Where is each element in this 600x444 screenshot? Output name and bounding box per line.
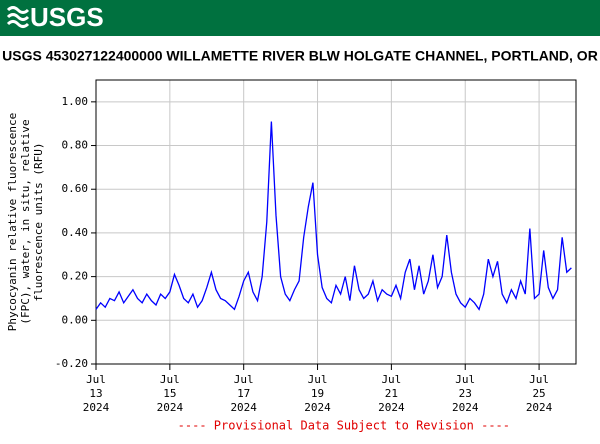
y-axis-label-line: fluorescence units (RFU) bbox=[32, 143, 45, 302]
x-tick-label: Jul bbox=[381, 373, 401, 386]
x-tick-label: 19 bbox=[311, 387, 324, 400]
y-tick-label: 0.80 bbox=[62, 139, 89, 152]
header-band bbox=[0, 0, 600, 36]
x-tick-label: Jul bbox=[529, 373, 549, 386]
x-tick-label: Jul bbox=[308, 373, 328, 386]
data-line bbox=[95, 121, 572, 311]
x-tick-label: 25 bbox=[532, 387, 545, 400]
x-tick-label: 23 bbox=[459, 387, 472, 400]
y-axis-label-line: (FPC), water, in situ, relative bbox=[19, 119, 32, 324]
y-axis-label: Phycocyanin relative fluorescence(FPC), … bbox=[6, 113, 45, 332]
y-tick-label: 0.20 bbox=[62, 270, 89, 283]
logo-mark bbox=[6, 6, 30, 28]
logo-text: USGS bbox=[30, 2, 104, 32]
x-tick-label: 2024 bbox=[526, 401, 553, 414]
y-axis-label-line: Phycocyanin relative fluorescence bbox=[6, 113, 19, 332]
y-tick-label: -0.20 bbox=[55, 357, 88, 370]
y-tick-label: 0.40 bbox=[62, 226, 89, 239]
y-tick-label: 1.00 bbox=[62, 95, 89, 108]
y-tick-label: 0.00 bbox=[62, 313, 89, 326]
x-tick-label: 21 bbox=[385, 387, 398, 400]
x-tick-label: Jul bbox=[455, 373, 475, 386]
x-tick-label: 2024 bbox=[157, 401, 184, 414]
x-tick-label: 2024 bbox=[230, 401, 257, 414]
footer: ---- Provisional Data Subject to Revisio… bbox=[178, 419, 510, 433]
x-tick-label: 2024 bbox=[83, 401, 110, 414]
x-tick-label: Jul bbox=[86, 373, 106, 386]
x-tick-label: Jul bbox=[160, 373, 180, 386]
chart-title: USGS 453027122400000 WILLAMETTE RIVER BL… bbox=[2, 48, 598, 64]
plot-frame bbox=[95, 79, 577, 365]
x-tick-label: 2024 bbox=[378, 401, 405, 414]
x-tick-label: 17 bbox=[237, 387, 250, 400]
x-tick-label: 2024 bbox=[304, 401, 331, 414]
x-tick-label: 13 bbox=[89, 387, 102, 400]
y-tick-label: 0.60 bbox=[62, 182, 89, 195]
x-tick-label: 2024 bbox=[452, 401, 479, 414]
x-tick-label: Jul bbox=[234, 373, 254, 386]
x-tick-label: 15 bbox=[163, 387, 176, 400]
